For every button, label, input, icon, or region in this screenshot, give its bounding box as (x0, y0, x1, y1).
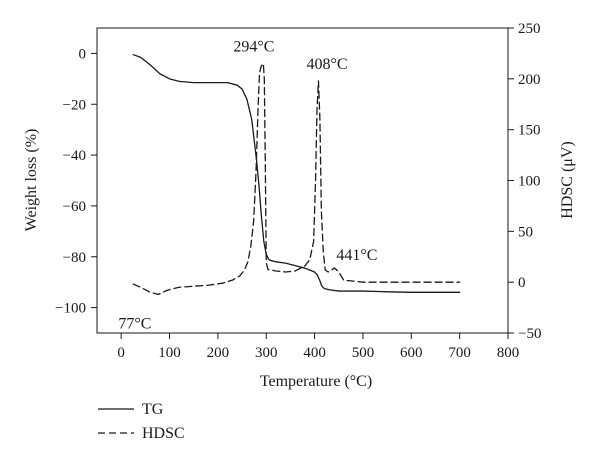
x-axis-ticks: 0 100 200 300 400 500 600 700 800 (117, 333, 519, 361)
x-tick-label: 0 (117, 345, 125, 361)
x-tick-label: 300 (255, 345, 278, 361)
left-axis-ticks: 0 −20 −40 −60 −80 −100 (55, 46, 97, 317)
plot-frame-rect (96, 27, 509, 334)
x-axis-label: Temperature (°C) (260, 373, 372, 390)
x-tick-label: 100 (158, 345, 181, 361)
right-axis-label: HDSC (μV) (559, 141, 576, 218)
x-tick-label: 400 (303, 345, 326, 361)
right-y-tick-label: −50 (518, 326, 541, 342)
right-y-tick-label: 200 (518, 72, 541, 88)
legend-label-hdsc: HDSC (142, 425, 185, 442)
left-axis-label: Weight loss (%) (23, 129, 40, 232)
right-y-tick-label: 150 (518, 123, 541, 139)
right-y-tick-label: 50 (518, 224, 533, 240)
series-lines (132, 54, 461, 296)
right-y-tick-label: 100 (518, 174, 541, 190)
peak-annotation: 77°C (118, 315, 151, 332)
plot-frame (96, 27, 509, 334)
x-tick-label: 700 (448, 345, 471, 361)
left-y-tick-label: −100 (55, 301, 86, 317)
peak-annotation: 294°C (233, 39, 274, 56)
left-y-tick-label: 0 (79, 46, 87, 62)
x-tick-label: 600 (400, 345, 423, 361)
left-y-tick-label: −60 (63, 199, 86, 215)
peak-annotation: 441°C (336, 247, 377, 264)
left-y-tick-label: −80 (63, 250, 86, 266)
right-y-tick-label: 0 (518, 275, 526, 291)
left-y-tick-label: −40 (63, 148, 86, 164)
legend-label-tg: TG (142, 401, 164, 418)
annotations: 294°C 408°C 441°C 77°C (118, 39, 377, 333)
right-axis-ticks: 250 200 150 100 50 0 −50 (508, 21, 541, 342)
x-tick-label: 200 (207, 345, 230, 361)
x-tick-label: 500 (352, 345, 375, 361)
right-y-tick-label: 250 (518, 21, 541, 37)
series-line-tg (132, 54, 461, 293)
peak-annotation: 408°C (306, 56, 347, 73)
x-tick-label: 800 (497, 345, 520, 361)
legend: TG HDSC (98, 401, 185, 442)
left-y-tick-label: −20 (63, 97, 86, 113)
series-line-hdsc (132, 62, 461, 296)
